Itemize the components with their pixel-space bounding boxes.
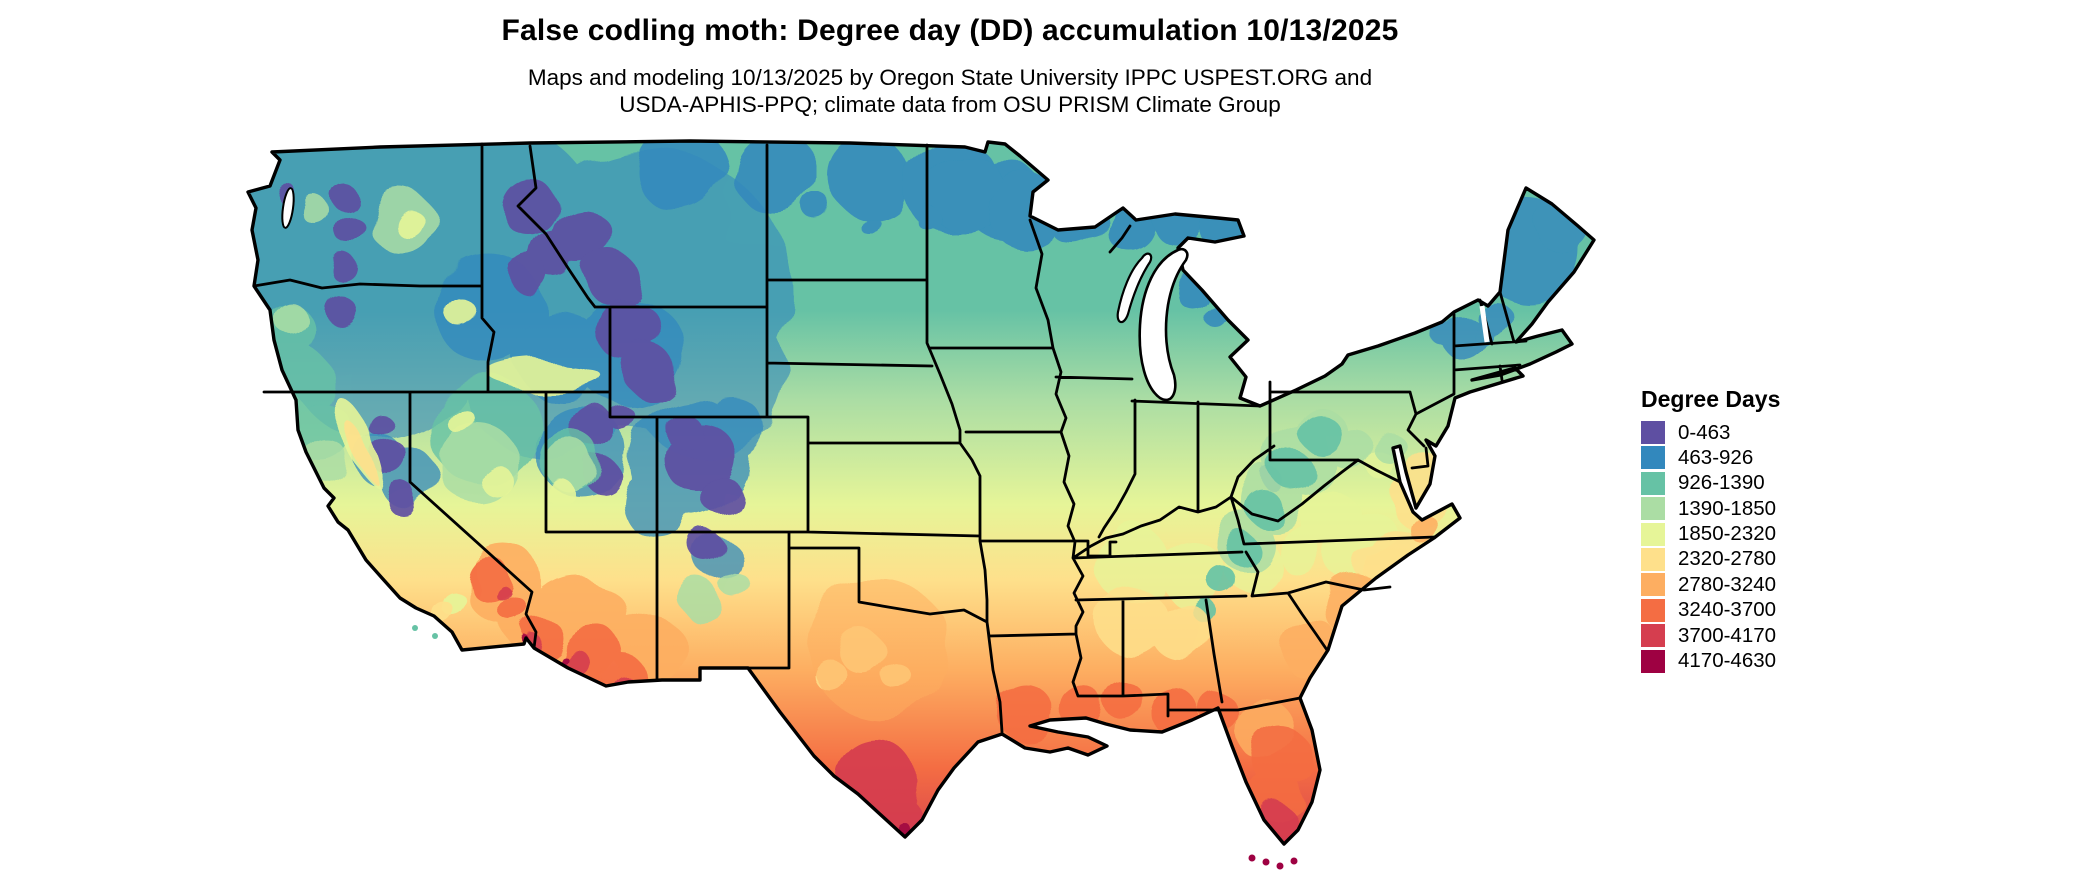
legend-swatch [1641, 547, 1665, 571]
us-degree-day-map [230, 130, 1610, 880]
great-lakes [281, 187, 1490, 402]
green-bay [1116, 252, 1153, 324]
legend-label: 3700-4170 [1678, 623, 1777, 647]
legend-entries: 0-463 463-926 926-1390 1390-1850 1850-2320 23… [1641, 421, 1780, 673]
legend-entry: 463-926 [1641, 445, 1780, 470]
legend-swatch [1641, 497, 1665, 521]
legend-label: 2320-2780 [1678, 547, 1777, 571]
legend-label: 0-463 [1678, 420, 1731, 444]
legend-swatch [1641, 649, 1665, 673]
legend-swatch [1641, 446, 1665, 470]
legend-label: 1390-1850 [1678, 496, 1777, 520]
legend-entry: 2320-2780 [1641, 547, 1780, 571]
legend-label: 3240-3700 [1678, 598, 1777, 622]
legend-entry: 1390-1850 [1641, 496, 1780, 521]
us-map-svg [246, 139, 1596, 870]
subtitle-line-2: USDA-APHIS-PPQ; climate data from OSU PR… [619, 92, 1281, 117]
puget-sound [281, 187, 295, 229]
legend-title: Degree Days [1641, 386, 1781, 412]
legend-label: 1850-2320 [1678, 522, 1777, 546]
legend-label: 926-1390 [1678, 471, 1765, 495]
legend-label: 463-926 [1678, 445, 1754, 469]
subtitle-line-1: Maps and modeling 10/13/2025 by Oregon S… [527, 65, 1373, 90]
legend-entry: 926-1390 [1641, 471, 1780, 495]
legend-entry: 3700-4170 [1641, 623, 1780, 648]
channel-islands [412, 625, 438, 639]
legend-entry: 2780-3240 [1641, 572, 1780, 597]
legend-entry: 0-463 [1641, 421, 1780, 444]
us-outline [246, 139, 1596, 846]
legend-swatch [1641, 421, 1665, 444]
state-borders [252, 142, 1528, 734]
legend-swatch [1641, 598, 1665, 622]
legend-label: 4170-4630 [1678, 649, 1777, 673]
florida-keys [1248, 854, 1298, 870]
header: False codling moth: Degree day (DD) accu… [0, 14, 1900, 118]
legend-swatch [1641, 522, 1665, 546]
legend-entry: 3240-3700 [1641, 598, 1780, 622]
legend-label: 2780-3240 [1678, 572, 1777, 596]
legend-swatch [1641, 471, 1665, 495]
page-subtitle: Maps and modeling 10/13/2025 by Oregon S… [0, 64, 1900, 118]
legend-entry: 1850-2320 [1641, 522, 1780, 546]
lake-michigan [1138, 247, 1189, 402]
legend: Degree Days 0-463 463-926 926-1390 1390-185… [1641, 386, 1780, 675]
page-title: False codling moth: Degree day (DD) accu… [501, 14, 1399, 47]
legend-swatch [1641, 573, 1665, 597]
legend-swatch [1641, 624, 1665, 648]
lake-champlain [1479, 305, 1490, 343]
legend-entry: 4170-4630 [1641, 649, 1780, 673]
